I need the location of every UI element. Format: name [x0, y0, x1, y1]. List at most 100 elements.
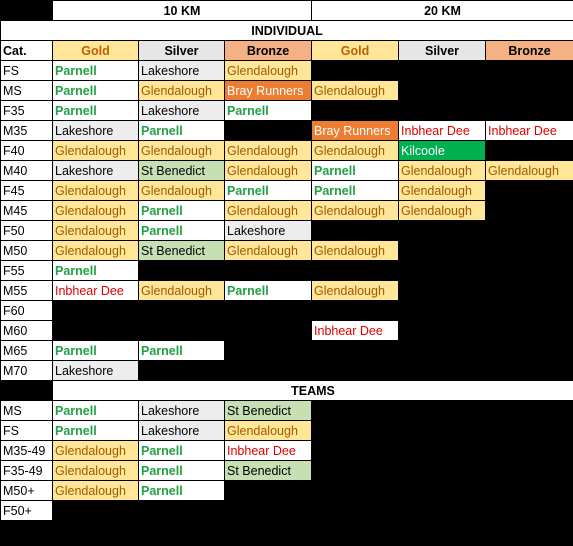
individual-row: M65 Parnell Parnell	[0, 340, 573, 361]
empty-cell	[311, 100, 400, 121]
result-cell: Glendalough	[223, 240, 313, 261]
empty-cell	[398, 80, 487, 101]
category-cell: M35-49	[0, 440, 53, 461]
result-cell: Inbhear Dee	[223, 440, 313, 461]
result-cell: Glendalough	[223, 200, 313, 221]
empty-cell	[311, 60, 400, 81]
individual-row: FS Parnell Lakeshore Glendalough	[0, 60, 573, 81]
result-cell: St Benedict	[138, 160, 225, 181]
empty-cell	[398, 360, 487, 381]
empty-cell	[398, 280, 487, 301]
empty-cell	[311, 360, 400, 381]
empty-cell	[311, 260, 400, 281]
empty-cell	[398, 260, 487, 281]
empty-cell	[485, 280, 573, 301]
teams-section-row: TEAMS	[0, 380, 573, 401]
result-cell: Parnell	[138, 440, 225, 461]
category-cell: MS	[0, 400, 53, 421]
individual-row: M55 Inbhear Dee Glendalough Parnell Glendalo…	[0, 280, 573, 301]
result-cell: Glendalough	[52, 440, 139, 461]
empty-cell	[311, 400, 400, 421]
result-cell: Parnell	[52, 80, 139, 101]
category-cell: M35	[0, 120, 53, 141]
result-cell: Lakeshore	[52, 120, 139, 141]
gold-header-10km: Gold	[52, 40, 139, 61]
result-cell: Parnell	[52, 340, 139, 361]
silver-header-10km: Silver	[138, 40, 225, 61]
category-cell: F50	[0, 220, 53, 241]
empty-cell	[485, 180, 573, 201]
empty-cell	[223, 120, 313, 141]
empty-cell	[223, 360, 313, 381]
category-cell: M45	[0, 200, 53, 221]
empty-cell	[485, 400, 573, 421]
result-cell: St Benedict	[223, 460, 313, 481]
result-cell: Glendalough	[311, 280, 400, 301]
silver-header-20km: Silver	[398, 40, 487, 61]
result-cell: Inbhear Dee	[398, 120, 487, 141]
result-cell: Bray Runners	[223, 80, 313, 101]
empty-cell	[138, 300, 225, 321]
teams-section-title: TEAMS	[51, 380, 573, 401]
empty-cell	[485, 440, 573, 461]
empty-cell	[485, 140, 573, 161]
teams-row: M35-49 Glendalough Parnell Inbhear Dee	[0, 440, 573, 461]
teams-results: MS Parnell Lakeshore St Benedict FS Parnell La…	[0, 400, 573, 521]
distance-header-row: 10 KM 20 KM	[0, 0, 573, 21]
empty-cell	[398, 100, 487, 121]
result-cell: Parnell	[52, 260, 139, 281]
bronze-header-20km: Bronze	[485, 40, 573, 61]
teams-spacer-cell	[0, 380, 53, 401]
empty-cell	[52, 320, 139, 341]
individual-section-row: INDIVIDUAL	[0, 20, 573, 41]
empty-cell	[398, 420, 487, 441]
empty-cell	[398, 60, 487, 81]
empty-cell	[138, 500, 225, 521]
result-cell: Glendalough	[138, 180, 225, 201]
individual-row: F60	[0, 300, 573, 321]
category-cell: MS	[0, 80, 53, 101]
category-cell: FS	[0, 60, 53, 81]
result-cell: Glendalough	[398, 200, 487, 221]
result-cell: Glendalough	[138, 80, 225, 101]
empty-cell	[485, 220, 573, 241]
empty-cell	[223, 320, 313, 341]
empty-cell	[138, 320, 225, 341]
empty-cell	[485, 240, 573, 261]
result-cell: Parnell	[138, 340, 225, 361]
result-cell: Lakeshore	[223, 220, 313, 241]
empty-cell	[52, 300, 139, 321]
result-cell: Glendalough	[223, 140, 313, 161]
medal-header-row: Cat. Gold Silver Bronze Gold Silver Bron…	[0, 40, 573, 61]
result-cell: St Benedict	[223, 400, 313, 421]
result-cell: Glendalough	[398, 180, 487, 201]
individual-row: F45 Glendalough Glendalough Parnell Parnell G…	[0, 180, 573, 201]
result-cell: Glendalough	[311, 200, 400, 221]
empty-cell	[398, 460, 487, 481]
individual-row: M45 Glendalough Parnell Glendalough Glendalo…	[0, 200, 573, 221]
individual-section-title: INDIVIDUAL	[0, 20, 573, 41]
result-cell: Parnell	[311, 180, 400, 201]
teams-row: M50+ Glendalough Parnell	[0, 480, 573, 501]
result-cell: Lakeshore	[138, 420, 225, 441]
result-cell: Parnell	[138, 220, 225, 241]
category-cell: M50	[0, 240, 53, 261]
category-cell: M65	[0, 340, 53, 361]
empty-cell	[485, 100, 573, 121]
result-cell: Inbhear Dee	[311, 320, 400, 341]
result-cell: Lakeshore	[52, 360, 139, 381]
empty-cell	[223, 260, 313, 281]
empty-cell	[485, 500, 573, 521]
empty-cell	[138, 360, 225, 381]
result-cell: Parnell	[138, 480, 225, 501]
result-cell: Parnell	[223, 280, 313, 301]
result-cell: Glendalough	[138, 280, 225, 301]
category-cell: M70	[0, 360, 53, 381]
empty-cell	[223, 500, 313, 521]
result-cell: Glendalough	[223, 420, 313, 441]
result-cell: Glendalough	[52, 240, 139, 261]
empty-cell	[311, 300, 400, 321]
result-cell: Bray Runners	[311, 120, 400, 141]
empty-cell	[485, 340, 573, 361]
empty-cell	[311, 340, 400, 361]
